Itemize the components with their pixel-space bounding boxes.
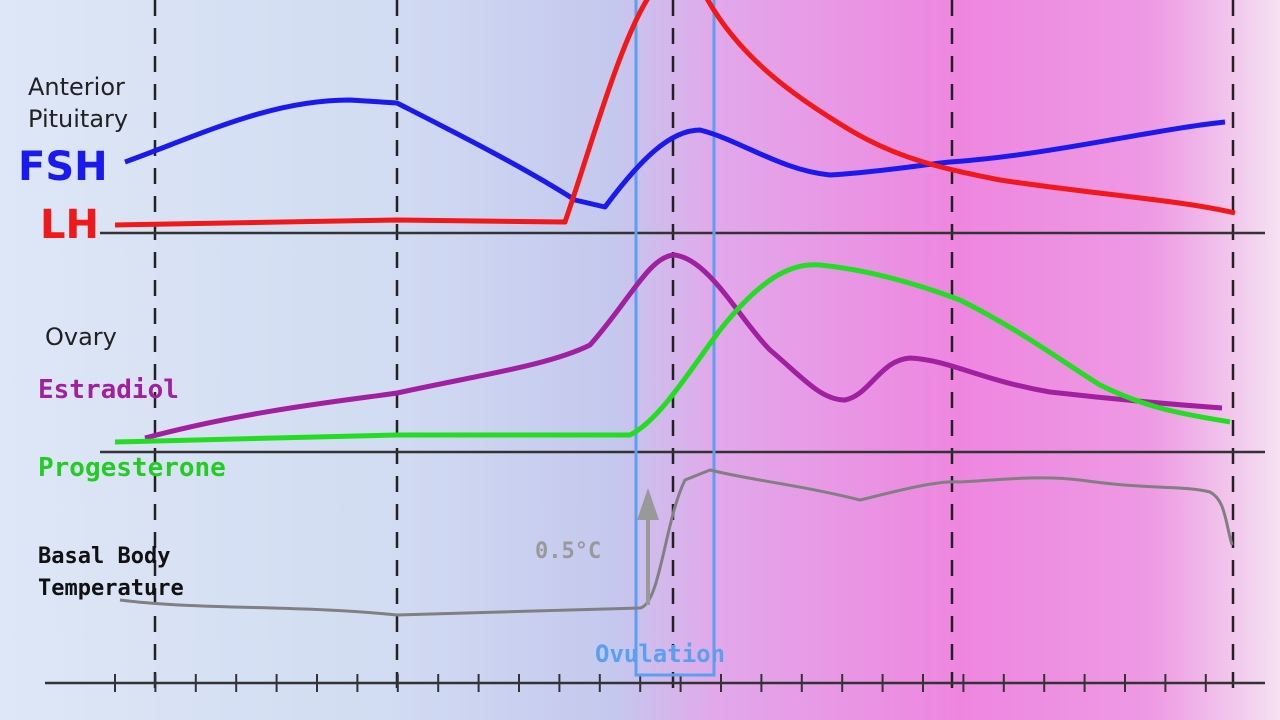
progesterone-label: Progesterone <box>38 453 226 483</box>
fsh-curve <box>124 97 1226 210</box>
estradiol-curve <box>144 252 1223 441</box>
day-ticks <box>114 674 1207 692</box>
fsh-label: FSH <box>18 144 108 190</box>
pituitary-text: Anterior <box>28 73 125 101</box>
lh-label: LH <box>40 202 99 248</box>
rise-label: 0.5°C <box>535 539 601 564</box>
phase-lines <box>153 0 1235 690</box>
curves <box>114 0 1236 617</box>
pituitary-label: Anterior Pituitary <box>28 73 128 133</box>
lh-curve <box>114 0 1236 228</box>
rise-arrow-head <box>637 488 659 520</box>
dividers <box>45 231 1265 685</box>
bbt-curve <box>119 468 1234 617</box>
ovary-label: Ovary <box>45 323 117 351</box>
progesterone-curve <box>114 262 1231 445</box>
estradiol-label: Estradiol <box>38 375 179 405</box>
bbt-label: Basal Body Temperature <box>38 544 184 601</box>
ovulation-label: Ovulation <box>595 640 725 668</box>
